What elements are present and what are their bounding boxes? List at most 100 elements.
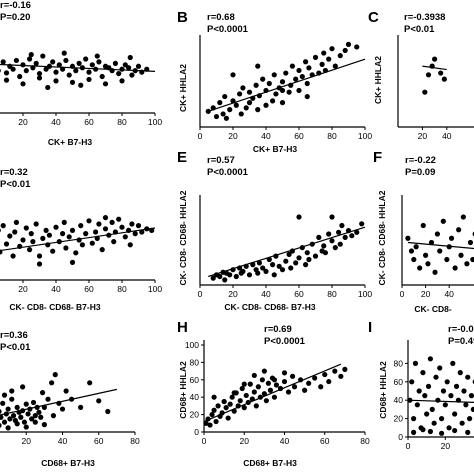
data-point — [25, 411, 31, 417]
data-point — [460, 214, 466, 220]
data-point — [461, 388, 467, 394]
data-point — [73, 250, 79, 256]
data-point — [73, 68, 79, 74]
data-point — [279, 79, 286, 85]
data-point — [221, 398, 227, 405]
data-point — [102, 215, 109, 221]
data-point — [345, 41, 352, 47]
data-point — [240, 85, 246, 91]
data-point — [255, 270, 261, 276]
data-point — [227, 272, 233, 278]
data-point — [273, 91, 279, 97]
x-tick-label: 80 — [130, 436, 140, 446]
data-point — [52, 372, 58, 378]
data-point — [43, 227, 49, 233]
data-point — [422, 89, 428, 95]
data-point — [354, 44, 360, 50]
data-point — [259, 377, 265, 383]
data-point — [225, 415, 231, 421]
x-axis-label: CK- CD8- — [414, 304, 451, 314]
data-point — [432, 56, 438, 62]
data-point — [463, 402, 469, 408]
data-point — [116, 70, 122, 77]
data-point — [246, 100, 253, 106]
correlation-r: r=0.32 — [0, 167, 28, 178]
x-tick-label: 0 — [198, 289, 203, 299]
data-point — [14, 404, 20, 410]
data-point — [266, 80, 272, 87]
data-point — [239, 385, 245, 392]
data-point — [28, 231, 34, 237]
regression-line — [407, 241, 474, 250]
data-point — [207, 422, 213, 428]
data-point — [233, 102, 239, 108]
data-point — [326, 231, 332, 237]
x-tick-label: 20 — [441, 441, 451, 451]
data-point — [293, 76, 299, 82]
data-point — [470, 406, 474, 412]
data-point — [427, 428, 433, 435]
data-point — [12, 229, 18, 235]
y-tick-label: 40 — [394, 395, 404, 405]
data-point — [109, 219, 115, 225]
data-point — [23, 401, 29, 407]
correlation-r: r=-0.3938 — [404, 12, 445, 23]
data-point — [439, 430, 445, 436]
data-point — [63, 245, 69, 251]
panel-letter: F — [373, 149, 382, 166]
data-point — [420, 222, 426, 229]
data-point — [464, 261, 470, 267]
data-point — [289, 63, 295, 69]
data-point — [23, 68, 29, 74]
correlation-r: r=0.68 — [207, 12, 235, 23]
data-point — [263, 398, 269, 404]
data-point — [86, 69, 92, 75]
data-point — [359, 221, 365, 227]
data-point — [296, 67, 302, 74]
data-point — [203, 420, 209, 426]
data-point — [420, 370, 426, 376]
data-point — [240, 268, 246, 274]
data-point — [79, 242, 85, 248]
data-point — [32, 419, 38, 425]
data-point — [465, 374, 471, 380]
data-point — [116, 216, 122, 222]
data-point — [38, 414, 44, 420]
data-point — [329, 214, 335, 220]
data-point — [336, 229, 342, 235]
data-point — [453, 383, 460, 389]
data-point — [271, 272, 277, 278]
data-point — [13, 57, 19, 64]
data-point — [102, 226, 109, 232]
panel-f: 0 20 40 F r=-0.22P=0.09 CK- CD8- CK- CD8- CD68… — [373, 149, 474, 314]
data-point — [5, 406, 11, 412]
data-point — [96, 398, 102, 404]
data-point — [53, 69, 59, 75]
data-point — [209, 412, 215, 418]
x-tick-label: 60 — [320, 436, 330, 446]
x-tick-label: 100 — [358, 131, 372, 141]
data-point — [452, 265, 458, 271]
data-point — [306, 380, 312, 386]
panel-h: 0 20 40 60 80 0 20 40 60 80 100 H r=0.69P<0.0001 CD68… — [177, 319, 370, 468]
data-point — [0, 414, 4, 420]
data-point — [326, 56, 332, 62]
y-axis-label: CD68+ HHLA2 — [378, 361, 388, 419]
data-point — [255, 63, 261, 69]
data-point — [119, 66, 125, 72]
x-tick-label: 60 — [294, 289, 304, 299]
y-tick-label: 80 — [190, 357, 200, 367]
data-point — [279, 87, 286, 94]
data-point — [296, 255, 302, 261]
x-tick-label: 0 — [406, 441, 411, 451]
data-point — [126, 65, 132, 71]
data-point — [417, 265, 423, 271]
data-point — [283, 258, 289, 264]
data-point — [283, 70, 289, 76]
data-point — [420, 427, 426, 433]
p-value: P=0.49 — [448, 336, 474, 347]
p-value: P=0.09 — [405, 167, 435, 178]
x-tick-label: 20 — [18, 117, 28, 127]
